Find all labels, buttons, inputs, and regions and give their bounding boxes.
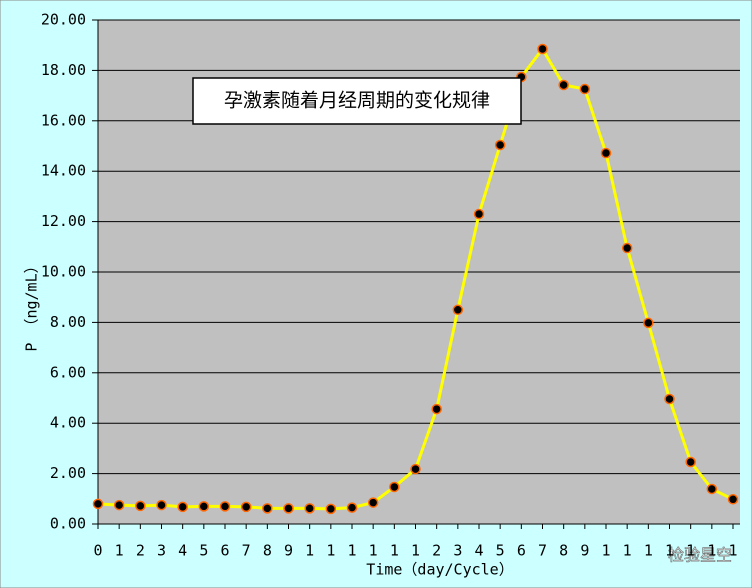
y-tick-label: 20.00 bbox=[41, 11, 86, 29]
x-tick-label: 1 bbox=[601, 542, 610, 560]
point bbox=[92, 498, 104, 510]
point bbox=[621, 242, 633, 254]
point bbox=[283, 503, 294, 514]
point bbox=[135, 500, 146, 512]
point bbox=[558, 79, 569, 91]
y-tick-label: 4.00 bbox=[50, 414, 86, 432]
point bbox=[389, 481, 400, 493]
x-tick-label: 1 bbox=[665, 542, 674, 560]
x-tick-label: 1 bbox=[369, 542, 378, 560]
x-tick-label: 1 bbox=[411, 542, 420, 560]
point bbox=[410, 463, 421, 475]
x-tick-label: 1 bbox=[686, 542, 695, 560]
point bbox=[473, 208, 485, 220]
title-box bbox=[192, 77, 522, 125]
y-tick-label: 16.00 bbox=[41, 111, 86, 129]
x-tick-label: 6 bbox=[220, 542, 229, 560]
point bbox=[240, 501, 252, 513]
point bbox=[113, 499, 125, 511]
point bbox=[494, 139, 506, 151]
point bbox=[452, 304, 464, 316]
point bbox=[537, 43, 548, 55]
y-tick-label: 14.00 bbox=[41, 162, 86, 180]
x-tick-label: 8 bbox=[559, 542, 568, 560]
y-axis-label: P （ng/mL） bbox=[23, 258, 41, 351]
x-tick-label: 2 bbox=[432, 542, 441, 560]
point bbox=[664, 393, 675, 405]
x-tick-label: 3 bbox=[453, 542, 462, 560]
point bbox=[685, 456, 696, 468]
x-tick-label: 7 bbox=[242, 542, 251, 560]
x-tick-label: 9 bbox=[580, 542, 589, 560]
x-tick-label: 1 bbox=[623, 542, 632, 560]
x-tick-label: 3 bbox=[157, 542, 166, 560]
point bbox=[262, 503, 273, 514]
x-tick-label: 1 bbox=[115, 542, 124, 560]
x-tick-label: 1 bbox=[728, 542, 737, 560]
x-tick-label: 1 bbox=[326, 542, 335, 560]
point bbox=[431, 403, 442, 415]
y-tick-label: 18.00 bbox=[41, 61, 86, 79]
point bbox=[727, 494, 739, 505]
point bbox=[219, 501, 231, 512]
point bbox=[600, 147, 612, 159]
x-tick-label: 1 bbox=[707, 542, 716, 560]
x-tick-label: 1 bbox=[644, 542, 653, 560]
x-tick-label: 9 bbox=[284, 542, 293, 560]
point bbox=[706, 483, 718, 495]
x-tick-label: 8 bbox=[263, 542, 272, 560]
point bbox=[346, 502, 358, 513]
y-tick-label: 8.00 bbox=[50, 313, 86, 331]
x-tick-label: 1 bbox=[347, 542, 356, 560]
x-tick-label: 1 bbox=[390, 542, 399, 560]
point bbox=[325, 503, 337, 515]
point bbox=[156, 499, 167, 511]
x-tick-label: 4 bbox=[474, 542, 483, 560]
x-tick-label: 2 bbox=[136, 542, 145, 560]
y-tick-label: 12.00 bbox=[41, 212, 86, 230]
watermark: 检验星空 bbox=[668, 546, 732, 565]
x-tick-label: 1 bbox=[305, 542, 314, 560]
point bbox=[367, 497, 379, 508]
y-tick-label: 2.00 bbox=[50, 464, 86, 482]
x-tick-label: 0 bbox=[93, 542, 102, 560]
point bbox=[579, 83, 591, 95]
y-tick-label: 6.00 bbox=[50, 363, 86, 381]
point bbox=[198, 501, 210, 512]
point bbox=[304, 503, 315, 514]
x-tick-label: 6 bbox=[517, 542, 526, 560]
point bbox=[643, 317, 654, 329]
x-axis-label: Time（day/Cycle） bbox=[366, 561, 513, 579]
y-tick-label: 10.00 bbox=[41, 263, 86, 281]
x-tick-label: 5 bbox=[199, 542, 208, 560]
chart-title: 孕激素随着月经周期的变化规律 bbox=[224, 90, 490, 112]
x-tick-label: 5 bbox=[496, 542, 505, 560]
x-tick-label: 4 bbox=[178, 542, 187, 560]
x-tick-label: 7 bbox=[538, 542, 547, 560]
y-tick-label: 0.00 bbox=[50, 515, 86, 533]
point bbox=[177, 501, 188, 513]
